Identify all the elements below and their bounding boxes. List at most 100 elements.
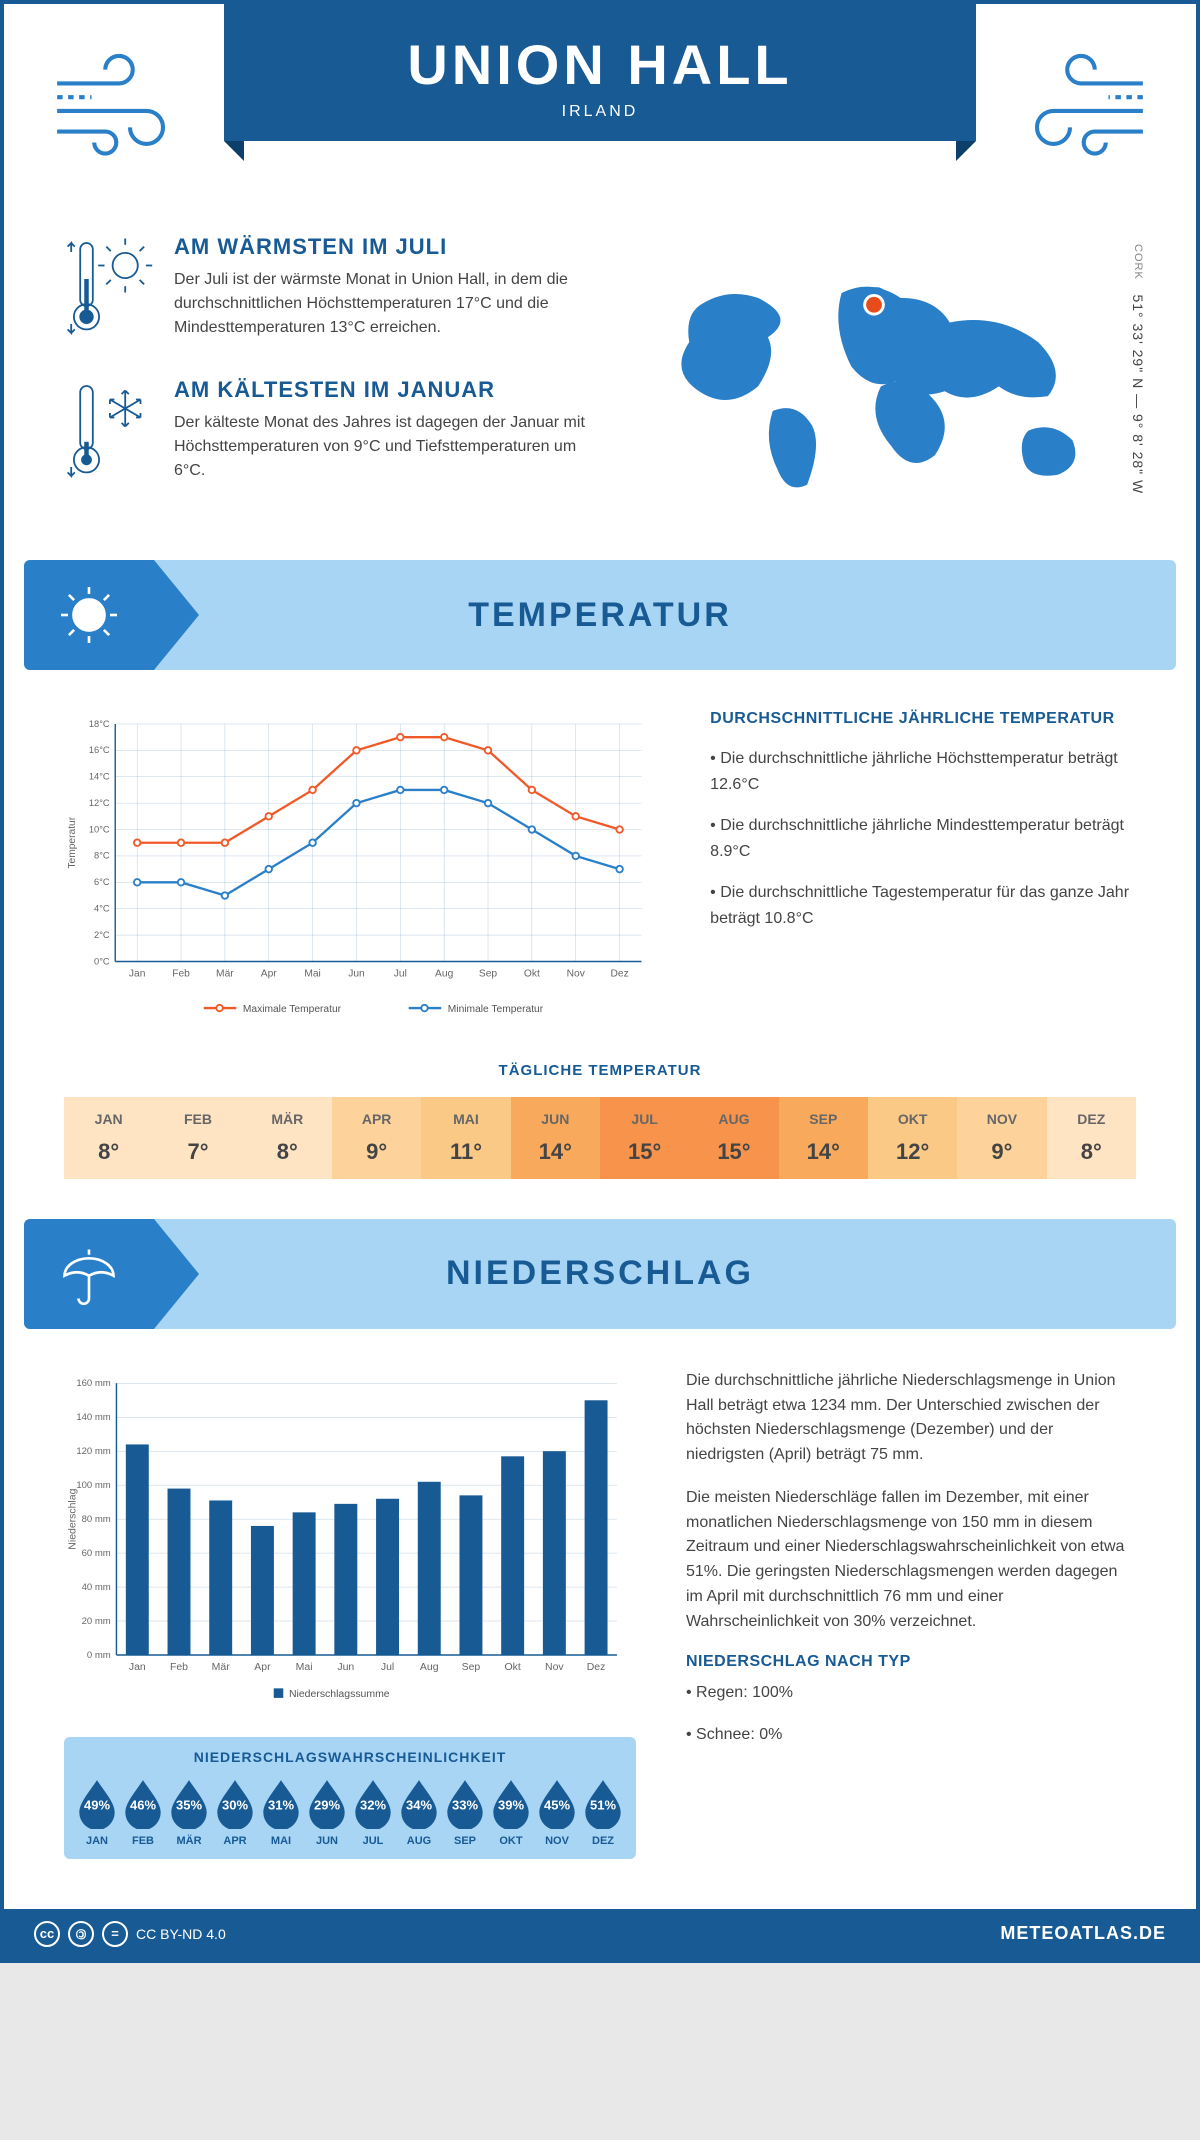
precipitation-chart: Niederschlag0 mm20 mm40 mm60 mm80 mm100 …: [64, 1369, 636, 1717]
svg-text:Dez: Dez: [610, 968, 628, 979]
warmest-title: AM WÄRMSTEN IM JULI: [174, 234, 605, 260]
svg-text:0°C: 0°C: [94, 956, 110, 966]
svg-text:Apr: Apr: [254, 1662, 271, 1673]
brand: METEOATLAS.DE: [1000, 1923, 1166, 1944]
wind-icon: [1006, 49, 1156, 159]
svg-text:Mai: Mai: [304, 968, 321, 979]
probability-drop: 34%AUG: [398, 1777, 440, 1847]
temp-cell: FEB7°: [153, 1097, 242, 1179]
temp-cell: MÄR8°: [243, 1097, 332, 1179]
svg-text:4°C: 4°C: [94, 904, 110, 914]
precipitation-row: Niederschlag0 mm20 mm40 mm60 mm80 mm100 …: [4, 1329, 1196, 1889]
header: UNION HALL IRLAND: [4, 4, 1196, 214]
svg-text:40 mm: 40 mm: [82, 1582, 111, 1593]
precip-text: Die meisten Niederschläge fallen im Deze…: [686, 1486, 1136, 1635]
temp-cell: DEZ8°: [1047, 1097, 1136, 1179]
precipitation-left: Niederschlag0 mm20 mm40 mm60 mm80 mm100 …: [64, 1369, 636, 1859]
coldest-title: AM KÄLTESTEN IM JANUAR: [174, 377, 605, 403]
temp-cell: AUG15°: [689, 1097, 778, 1179]
probability-box: NIEDERSCHLAGSWAHRSCHEINLICHKEIT 49%JAN46…: [64, 1737, 636, 1859]
probability-heading: NIEDERSCHLAGSWAHRSCHEINLICHKEIT: [76, 1749, 624, 1765]
probability-drop: 32%JUL: [352, 1777, 394, 1847]
svg-text:Niederschlag: Niederschlag: [67, 1488, 78, 1549]
coldest-text: Der kälteste Monat des Jahres ist dagege…: [174, 411, 605, 483]
by-icon: 🄯: [68, 1921, 94, 1947]
svg-text:8°C: 8°C: [94, 851, 110, 861]
svg-text:Jun: Jun: [348, 968, 365, 979]
svg-text:Sep: Sep: [462, 1662, 481, 1673]
probability-drop: 30%APR: [214, 1777, 256, 1847]
svg-text:20 mm: 20 mm: [82, 1616, 111, 1627]
probability-drop: 35%MÄR: [168, 1777, 210, 1847]
svg-text:16°C: 16°C: [89, 745, 110, 755]
svg-text:160 mm: 160 mm: [76, 1378, 110, 1389]
page: UNION HALL IRLAND AM WÄRMSTEN IM JULI De…: [0, 0, 1200, 1963]
svg-text:14°C: 14°C: [89, 772, 110, 782]
daily-temperature: TÄGLICHE TEMPERATUR JAN8°FEB7°MÄR8°APR9°…: [4, 1062, 1196, 1219]
coldest-block: AM KÄLTESTEN IM JANUAR Der kälteste Mona…: [64, 377, 605, 490]
sun-icon: [24, 560, 154, 670]
precipitation-banner: NIEDERSCHLAG: [24, 1219, 1176, 1329]
svg-text:Feb: Feb: [170, 1662, 188, 1673]
svg-text:Jan: Jan: [129, 968, 146, 979]
svg-text:6°C: 6°C: [94, 877, 110, 887]
map-column: CORK 51° 33' 29" N — 9° 8' 28" W: [645, 234, 1136, 520]
temp-cell: JUN14°: [511, 1097, 600, 1179]
svg-text:Aug: Aug: [435, 968, 454, 979]
intro-text-column: AM WÄRMSTEN IM JULI Der Juli ist der wär…: [64, 234, 605, 520]
temp-cell: JUL15°: [600, 1097, 689, 1179]
precip-type-bullet: • Schnee: 0%: [686, 1723, 1136, 1748]
temp-bullet: • Die durchschnittliche jährliche Höchst…: [710, 746, 1136, 797]
probability-drop: 46%FEB: [122, 1777, 164, 1847]
probability-drop: 33%SEP: [444, 1777, 486, 1847]
precipitation-heading: NIEDERSCHLAG: [446, 1254, 754, 1293]
temperature-row: Temperatur0°C2°C4°C6°C8°C10°C12°C14°C16°…: [4, 670, 1196, 1062]
svg-text:Minimale Temperatur: Minimale Temperatur: [448, 1004, 544, 1015]
license-label: CC BY-ND 4.0: [136, 1926, 226, 1942]
svg-text:Jun: Jun: [337, 1662, 354, 1673]
svg-text:2°C: 2°C: [94, 930, 110, 940]
svg-text:Aug: Aug: [420, 1662, 439, 1673]
svg-text:Okt: Okt: [505, 1662, 521, 1673]
svg-text:60 mm: 60 mm: [82, 1548, 111, 1559]
svg-text:120 mm: 120 mm: [76, 1446, 110, 1457]
probability-drop: 49%JAN: [76, 1777, 118, 1847]
warmest-text: Der Juli ist der wärmste Monat in Union …: [174, 268, 605, 340]
daily-temp-heading: TÄGLICHE TEMPERATUR: [64, 1062, 1136, 1079]
probability-drop: 45%NOV: [536, 1777, 578, 1847]
footer: cc 🄯 = CC BY-ND 4.0 METEOATLAS.DE: [4, 1909, 1196, 1959]
svg-text:Apr: Apr: [261, 968, 278, 979]
svg-text:Sep: Sep: [479, 968, 498, 979]
umbrella-icon: [24, 1219, 154, 1329]
probability-drop: 29%JUN: [306, 1777, 348, 1847]
svg-text:Feb: Feb: [172, 968, 190, 979]
daily-temp-grid: JAN8°FEB7°MÄR8°APR9°MAI11°JUN14°JUL15°AU…: [64, 1097, 1136, 1179]
svg-text:100 mm: 100 mm: [76, 1480, 110, 1491]
svg-text:Jul: Jul: [394, 968, 407, 979]
coordinates: CORK 51° 33' 29" N — 9° 8' 28" W: [1130, 244, 1146, 494]
temperature-chart: Temperatur0°C2°C4°C6°C8°C10°C12°C14°C16°…: [64, 710, 660, 1032]
svg-text:Okt: Okt: [524, 968, 540, 979]
thermometer-snow-icon: [64, 377, 154, 490]
temp-cell: JAN8°: [64, 1097, 153, 1179]
nd-icon: =: [102, 1921, 128, 1947]
cc-icon: cc: [34, 1921, 60, 1947]
world-map: [645, 234, 1136, 514]
precip-type-bullet: • Regen: 100%: [686, 1681, 1136, 1706]
intro-row: AM WÄRMSTEN IM JULI Der Juli ist der wär…: [4, 214, 1196, 560]
svg-text:10°C: 10°C: [89, 824, 110, 834]
svg-text:Mär: Mär: [212, 1662, 231, 1673]
temp-cell: OKT12°: [868, 1097, 957, 1179]
svg-text:Dez: Dez: [587, 1662, 606, 1673]
svg-text:80 mm: 80 mm: [82, 1514, 111, 1525]
warmest-block: AM WÄRMSTEN IM JULI Der Juli ist der wär…: [64, 234, 605, 347]
temperature-banner: TEMPERATUR: [24, 560, 1176, 670]
temp-bullet: • Die durchschnittliche jährliche Mindes…: [710, 813, 1136, 864]
svg-text:Mär: Mär: [216, 968, 234, 979]
precip-type-heading: NIEDERSCHLAG NACH TYP: [686, 1653, 1136, 1671]
temp-cell: SEP14°: [779, 1097, 868, 1179]
temp-cell: APR9°: [332, 1097, 421, 1179]
svg-text:Niederschlagssumme: Niederschlagssumme: [289, 1689, 390, 1700]
page-subtitle: IRLAND: [224, 103, 976, 121]
temperature-info: DURCHSCHNITTLICHE JÄHRLICHE TEMPERATUR •…: [710, 710, 1136, 1032]
